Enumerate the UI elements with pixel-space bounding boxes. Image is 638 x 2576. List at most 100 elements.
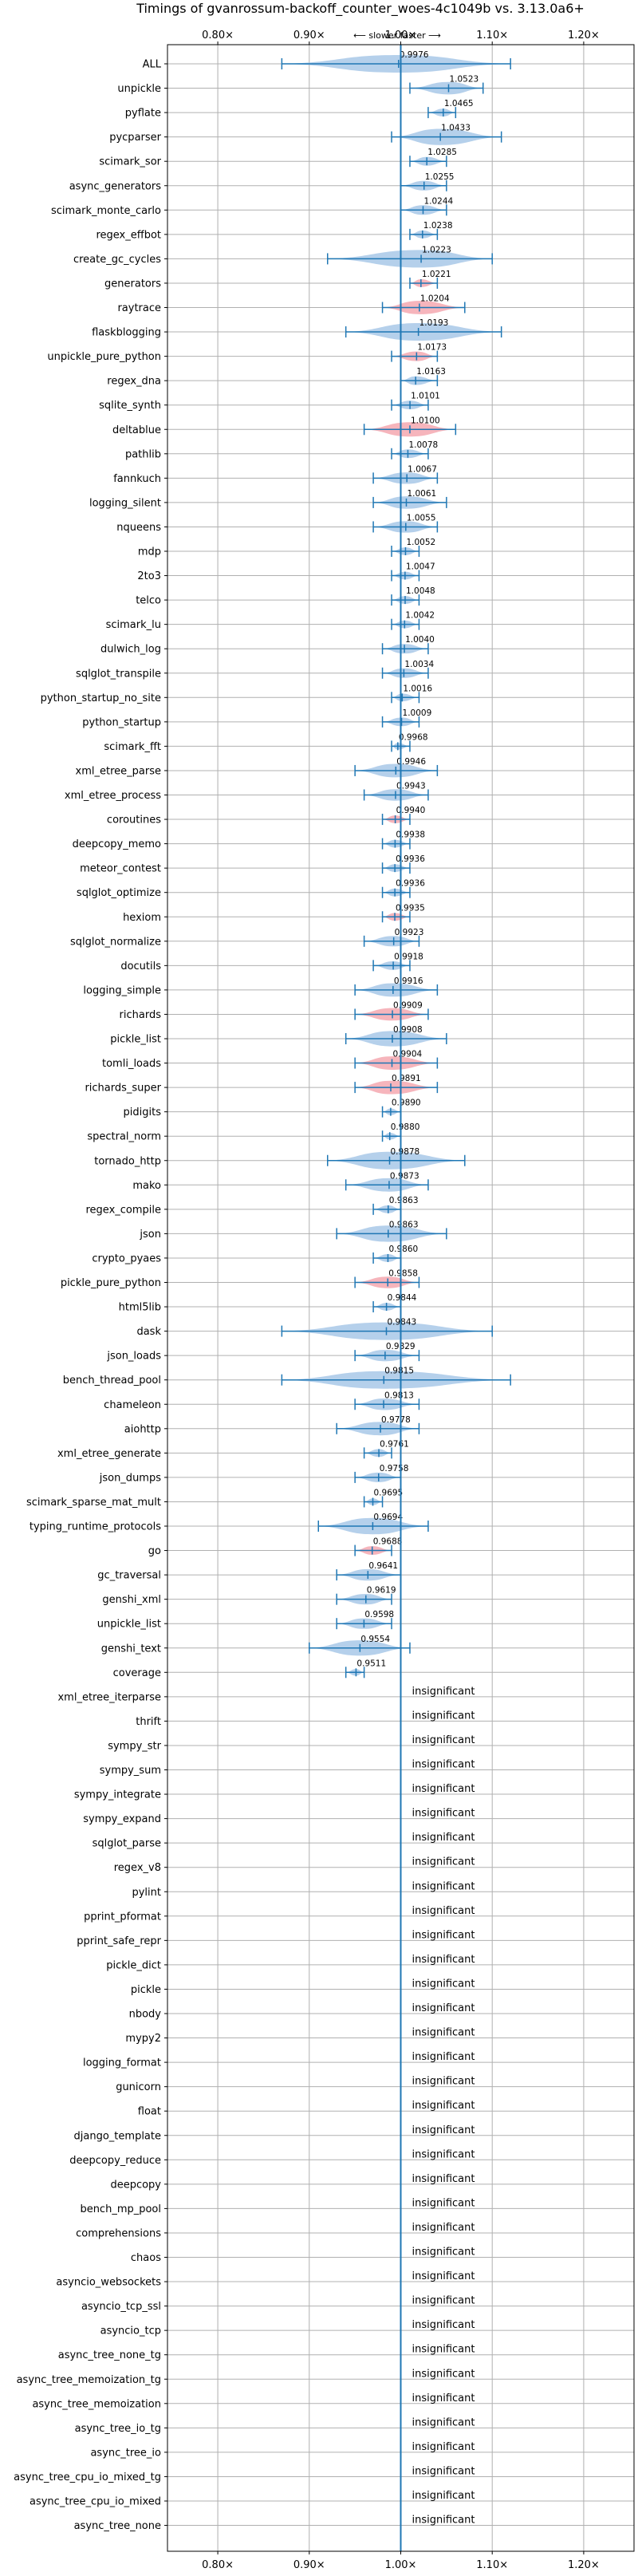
benchmark-label: pickle_pure_python bbox=[61, 1277, 161, 1289]
value-label: 0.9688 bbox=[373, 1537, 403, 1547]
value-label: 0.9976 bbox=[400, 50, 429, 60]
benchmark-label: async_tree_io bbox=[90, 2447, 161, 2459]
value-label: 1.0100 bbox=[411, 416, 440, 425]
insignificant-label: insignificant bbox=[412, 1856, 475, 1868]
value-label: 0.9778 bbox=[381, 1415, 411, 1425]
value-label: 1.0067 bbox=[408, 464, 437, 474]
x-tick-label-bottom: 1.20× bbox=[568, 2559, 600, 2571]
x-axis-ticks: 0.80× 0.80× 0.90× 0.90× 1.00× 1.00× 1.10× 1.10×… bbox=[164, 30, 600, 2571]
x-tick-label-top: 0.90× bbox=[293, 30, 325, 41]
benchmark-rows: ALL 0.9976 unpickle 1.0523 pyflate 1.0465 pycp… bbox=[14, 45, 511, 2551]
benchmark-label: thrift bbox=[136, 1716, 161, 1728]
benchmark-label: chameleon bbox=[104, 1399, 161, 1411]
value-label: 0.9511 bbox=[356, 1659, 386, 1668]
benchmark-label: django_template bbox=[74, 2130, 161, 2142]
x-tick-label-top: 1.20× bbox=[568, 30, 600, 41]
value-label: 0.9843 bbox=[387, 1318, 416, 1327]
value-label: 1.0016 bbox=[403, 684, 432, 693]
insignificant-label: insignificant bbox=[412, 1954, 475, 1966]
value-label: 1.0285 bbox=[427, 148, 457, 157]
benchmark-label: html5lib bbox=[119, 1302, 161, 1314]
value-label: 0.9598 bbox=[364, 1610, 394, 1619]
benchmark-label: nbody bbox=[129, 2009, 162, 2021]
insignificant-label: insignificant bbox=[412, 2173, 475, 2185]
benchmark-label: tornado_http bbox=[94, 1155, 161, 1167]
benchmark-label: async_tree_none bbox=[74, 2520, 161, 2532]
value-label: 0.9936 bbox=[396, 879, 425, 889]
benchmark-label: richards_super bbox=[85, 1083, 161, 1095]
value-label: 0.9860 bbox=[388, 1245, 418, 1254]
benchmark-label: json_loads bbox=[106, 1351, 161, 1363]
benchmark-label: crypto_pyaes bbox=[92, 1252, 161, 1264]
insignificant-label: insignificant bbox=[412, 2270, 475, 2282]
value-label: 0.9695 bbox=[374, 1488, 404, 1497]
benchmark-label: fannkuch bbox=[113, 473, 161, 485]
benchmark-label: sqlglot_normalize bbox=[70, 936, 161, 948]
plot-frame bbox=[167, 44, 635, 2552]
benchmark-label: generators bbox=[104, 278, 161, 290]
value-label: 0.9968 bbox=[399, 732, 428, 742]
benchmark-label: sqlglot_optimize bbox=[77, 887, 161, 899]
benchmark-label: nqueens bbox=[116, 522, 161, 534]
benchmark-label: mypy2 bbox=[125, 2033, 161, 2045]
benchmark-label: deepcopy_memo bbox=[73, 838, 161, 850]
value-label: 1.0204 bbox=[420, 294, 450, 304]
value-label: 0.9908 bbox=[393, 1025, 423, 1035]
insignificant-label: insignificant bbox=[412, 2247, 475, 2258]
benchmark-label: spectral_norm bbox=[87, 1131, 161, 1143]
value-label: 1.0238 bbox=[423, 221, 453, 231]
insignificant-label: insignificant bbox=[412, 2441, 475, 2453]
benchmark-label: telco bbox=[136, 595, 161, 607]
value-label: 0.9873 bbox=[390, 1171, 419, 1181]
benchmark-label: scimark_lu bbox=[106, 619, 161, 631]
x-tick-label-bottom: 1.10× bbox=[476, 2559, 508, 2571]
insignificant-label: insignificant bbox=[412, 2393, 475, 2404]
value-label: 1.0055 bbox=[407, 513, 436, 523]
benchmark-label: scimark_fft bbox=[104, 741, 161, 753]
benchmark-label: sympy_expand bbox=[83, 1813, 161, 1825]
insignificant-label: insignificant bbox=[412, 2051, 475, 2063]
insignificant-label: insignificant bbox=[412, 1978, 475, 1990]
benchmark-label: pickle_dict bbox=[106, 1959, 161, 1971]
value-label: 1.0433 bbox=[441, 124, 471, 133]
benchmark-label: go bbox=[148, 1545, 161, 1557]
benchmark-label: asyncio_tcp bbox=[100, 2326, 161, 2337]
insignificant-label: insignificant bbox=[412, 2490, 475, 2502]
benchmark-label: hexiom bbox=[123, 912, 161, 924]
value-label: 1.0034 bbox=[404, 660, 434, 669]
value-label: 1.0193 bbox=[419, 318, 449, 328]
value-label: 1.0223 bbox=[422, 245, 451, 254]
benchmark-label: xml_etree_iterparse bbox=[57, 1691, 161, 1703]
insignificant-label: insignificant bbox=[412, 1783, 475, 1795]
benchmark-label: coroutines bbox=[107, 815, 161, 826]
value-label: 0.9938 bbox=[396, 830, 425, 840]
benchmark-label: async_tree_memoization_tg bbox=[17, 2374, 161, 2386]
benchmark-label: python_startup_no_site bbox=[41, 692, 161, 704]
value-label: 1.0052 bbox=[406, 538, 435, 547]
benchmark-label: pidigits bbox=[124, 1107, 162, 1118]
benchmark-label: logging_simple bbox=[83, 984, 161, 996]
benchmark-label: regex_v8 bbox=[114, 1862, 161, 1874]
benchmark-label: sqlite_synth bbox=[99, 400, 161, 412]
value-label: 0.9916 bbox=[394, 976, 423, 986]
value-label: 0.9904 bbox=[392, 1050, 422, 1059]
benchmark-label: scimark_monte_carlo bbox=[51, 205, 161, 217]
benchmark-label: richards bbox=[120, 1009, 162, 1021]
benchmark-label: sqlglot_parse bbox=[93, 1838, 161, 1850]
benchmark-label: deltablue bbox=[112, 424, 161, 436]
insignificant-label: insignificant bbox=[412, 2515, 475, 2527]
benchmark-label: async_tree_none_tg bbox=[58, 2349, 161, 2361]
x-tick-label-bottom: 1.00× bbox=[385, 2559, 417, 2571]
insignificant-label: insignificant bbox=[412, 1905, 475, 1917]
value-label: 0.9935 bbox=[396, 903, 425, 913]
benchmark-label: regex_compile bbox=[85, 1204, 161, 1216]
chart-title: Timings of gvanrossum-backoff_counter_wo… bbox=[136, 1, 585, 17]
value-label: 0.9815 bbox=[384, 1367, 414, 1376]
benchmark-label: unpickle_list bbox=[97, 1619, 161, 1631]
x-tick-label-top: 1.10× bbox=[476, 30, 508, 41]
value-label: 0.9761 bbox=[380, 1439, 409, 1449]
benchmark-label: python_startup bbox=[82, 716, 161, 728]
insignificant-label: insignificant bbox=[412, 2368, 475, 2380]
insignificant-label: insignificant bbox=[412, 2416, 475, 2428]
value-label: 1.0040 bbox=[405, 635, 435, 645]
